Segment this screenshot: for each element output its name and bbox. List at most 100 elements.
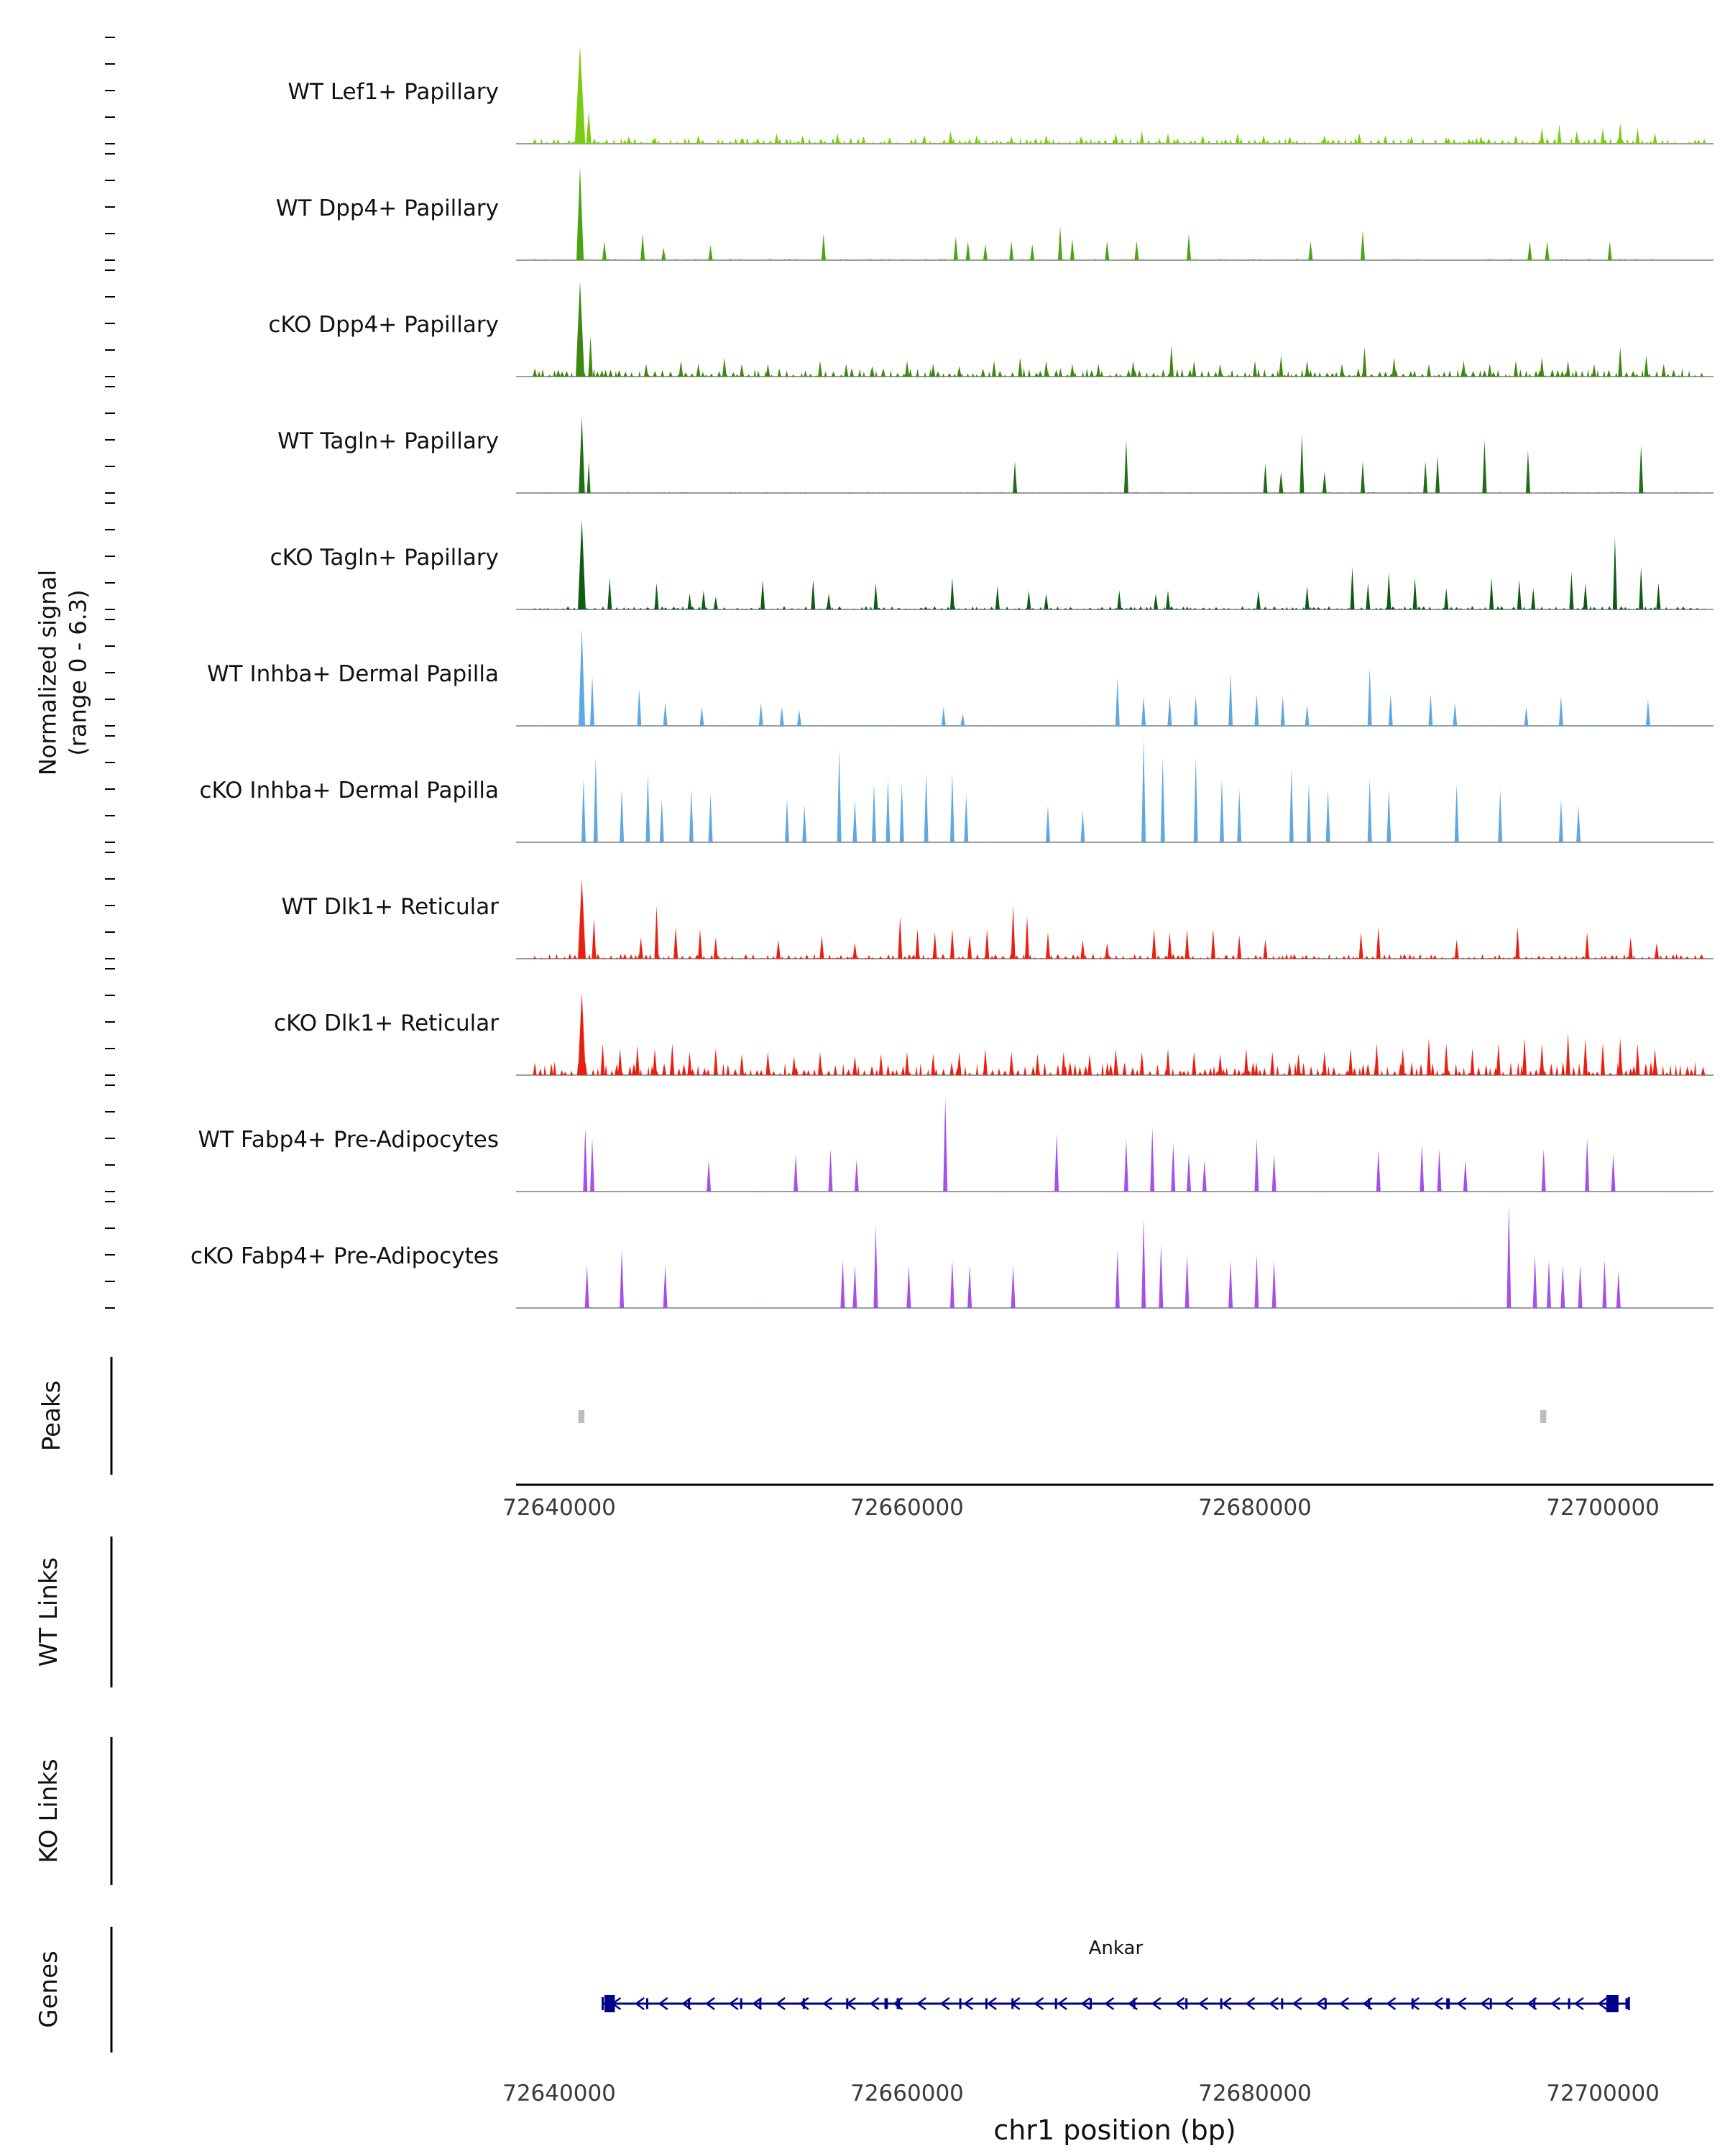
signal-track-0 [533, 45, 1706, 144]
gene-strand-arrow-left [634, 1996, 645, 2011]
gene-exon [1185, 1998, 1188, 2009]
gene-exon [1133, 1998, 1136, 2009]
gene-strand-arrow-left [1269, 1996, 1279, 2011]
gene-strand-arrow-left [1221, 1996, 1232, 2011]
gene-exon [1220, 1998, 1223, 2009]
signal-track-6 [533, 738, 1704, 842]
x-axis-tick-label: 72640000 [502, 2081, 616, 2106]
gene-strand-arrow-left [1386, 1996, 1397, 2011]
x-axis-tick-label: 72660000 [850, 1495, 964, 1521]
gene-exon [1011, 1998, 1014, 2009]
gene-strand-arrow-left [1174, 1996, 1185, 2011]
track-label: cKO Fabp4+ Pre-Adipocytes [190, 1243, 499, 1269]
gene-strand-arrow-left [1104, 1996, 1115, 2011]
track-label: WT Dlk1+ Reticular [281, 894, 499, 920]
gene-strand-arrow-left [1057, 1996, 1067, 2011]
gene-exon [759, 1998, 762, 2009]
gene-strand-arrow-left [728, 1996, 739, 2011]
gene-strand-arrow-left [939, 1996, 950, 2011]
section-label-genes: Genes [34, 1950, 63, 2028]
gene-strand-arrow-left [1480, 1996, 1490, 2011]
gene-exon [1368, 1998, 1371, 2009]
gene-exon [1606, 1995, 1619, 2012]
gene-exon [1568, 1998, 1570, 2009]
gene-strand-arrow-left [799, 1996, 809, 2011]
gene-strand-arrow-left [752, 1996, 763, 2011]
gene-strand-arrow-left [822, 1996, 833, 2011]
gene-exon [1281, 1998, 1284, 2009]
gene-strand-arrow-left [1198, 1996, 1208, 2011]
x-axis-tick-label: 72700000 [1546, 1495, 1660, 1521]
gene-strand-arrow-left [1409, 1996, 1420, 2011]
gene-strand-arrow-left [1503, 1996, 1514, 2011]
gene-exon [1625, 1998, 1629, 2009]
signal-track-7 [533, 879, 1704, 959]
gene-name-label: Ankar [1088, 1938, 1144, 1959]
x-axis-tick-label: 72660000 [850, 2081, 964, 2106]
track-label: cKO Dpp4+ Papillary [268, 312, 499, 338]
signal-track-2 [533, 280, 1703, 377]
gene-exon [846, 1998, 849, 2009]
track-label: cKO Inhba+ Dermal Papilla [199, 778, 500, 803]
signal-track-8 [533, 992, 1706, 1075]
section-label-peaks: Peaks [37, 1380, 66, 1452]
track-label: WT Dpp4+ Papillary [275, 195, 499, 221]
signal-track-9 [533, 1097, 1702, 1192]
gene-exon [1090, 1998, 1092, 2009]
signal-track-4 [533, 519, 1706, 609]
gene-strand-arrow-left [1597, 1996, 1608, 2011]
gene-strand-arrow-left [1080, 1996, 1091, 2011]
gene-strand-arrow-left [1432, 1996, 1443, 2011]
gene-exon [1489, 1998, 1492, 2009]
gene-exon [884, 1998, 888, 2009]
gene-strand-arrow-left [987, 1996, 997, 2011]
gene-exon [896, 1998, 901, 2009]
signal-track-10 [533, 1204, 1705, 1308]
x-axis-tick-label: 72700000 [1546, 2081, 1660, 2106]
track-label: WT Inhba+ Dermal Papilla [207, 661, 499, 687]
section-label-ko-links: KO Links [34, 1759, 63, 1864]
gene-strand-arrow-left [916, 1996, 926, 2011]
gene-exon [959, 1998, 962, 2009]
gene-strand-arrow-left [1034, 1996, 1044, 2011]
gene-exon [1054, 1998, 1057, 2009]
gene-exon [1533, 1998, 1536, 2009]
gene-exon [1446, 1998, 1450, 2009]
gene-exon [740, 1998, 742, 2009]
gene-exon [646, 1998, 648, 2009]
signal-axis-label: Normalized signal (range 0 - 6.3) [34, 569, 91, 776]
track-label: cKO Tagln+ Papillary [270, 545, 499, 571]
gene-strand-arrow-left [1550, 1996, 1560, 2011]
gene-strand-arrow-left [1151, 1996, 1162, 2011]
signal-track-3 [533, 416, 1707, 493]
gene-exon [604, 1995, 615, 2012]
gene-exon [1324, 1998, 1327, 2009]
gene-strand-arrow-left [1339, 1996, 1349, 2011]
track-label: cKO Dlk1+ Reticular [274, 1010, 499, 1036]
gene-strand-arrow-left [1315, 1996, 1326, 2011]
gene-exon [985, 1998, 988, 2009]
track-label: WT Tagln+ Papillary [277, 428, 499, 454]
gene-strand-arrow-left [776, 1996, 786, 2011]
x-axis-tick-label: 72680000 [1198, 2081, 1312, 2106]
peak-interval [1540, 1410, 1547, 1423]
gene-strand-arrow-left [658, 1996, 668, 2011]
gene-strand-arrow-left [1456, 1996, 1467, 2011]
section-label-wt-links: WT Links [34, 1557, 63, 1667]
signal-track-5 [533, 627, 1705, 726]
gene-strand-arrow-left [1573, 1996, 1584, 2011]
gene-exon [688, 1998, 691, 2009]
x-axis-title: chr1 position (bp) [993, 2114, 1236, 2146]
gene-exon [802, 1998, 805, 2009]
peak-interval [578, 1410, 585, 1423]
track-label: WT Lef1+ Papillary [288, 79, 499, 105]
x-axis-tick-label: 72640000 [502, 1495, 616, 1521]
track-label: WT Fabp4+ Pre-Adipocytes [198, 1127, 500, 1153]
gene-exon [1411, 1998, 1414, 2009]
signal-track-1 [533, 166, 1702, 260]
gene-strand-arrow-left [1245, 1996, 1256, 2011]
x-axis-tick-label: 72680000 [1198, 1495, 1312, 1521]
gene-strand-arrow-left [869, 1996, 880, 2011]
